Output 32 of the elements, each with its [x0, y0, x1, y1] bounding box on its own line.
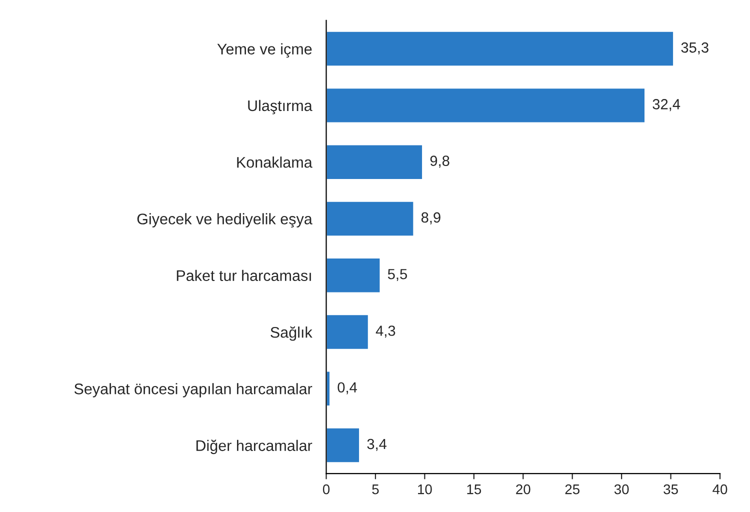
y-tick-label: Konaklama — [237, 156, 312, 168]
bar — [326, 314, 370, 350]
y-tick-label: Seyahat öncesi yapılan harcamalar — [74, 383, 312, 398]
x-tick-label: 35 — [664, 484, 678, 494]
x-tick-label: 30 — [614, 484, 629, 494]
y-tick-label: Giyecek ve hediyelik eşya — [137, 213, 312, 228]
bar — [326, 144, 424, 180]
y-tick-label: Yeme ve içme — [217, 43, 312, 58]
bar — [326, 257, 382, 294]
y-tick-label: Diğer harcamalar — [196, 440, 312, 454]
x-tick-label: 0 — [322, 484, 330, 494]
data-label: 0,4 — [338, 382, 357, 394]
x-tick-label: 40 — [712, 484, 728, 494]
y-tick-label: Ulaştırma — [248, 100, 312, 114]
bar — [326, 427, 360, 464]
x-tick-label: 25 — [565, 484, 580, 494]
data-label: 9,8 — [430, 156, 450, 168]
x-tick-label: 15 — [467, 484, 482, 494]
data-label: 4,3 — [376, 326, 396, 338]
bar — [326, 200, 415, 237]
data-label: 32,4 — [652, 99, 680, 112]
x-tick-label: 10 — [418, 484, 432, 494]
y-tick-label: Paket tur harcaması — [176, 270, 311, 282]
data-label: 3,4 — [367, 438, 387, 451]
x-tick-label: 5 — [372, 484, 379, 494]
data-label: 35,3 — [681, 42, 708, 54]
data-label: 8,9 — [421, 212, 440, 224]
bar — [326, 87, 646, 124]
bar — [326, 30, 674, 68]
y-tick-label: Sağlık — [270, 326, 312, 341]
data-label: 5,5 — [388, 269, 407, 281]
x-tick-label: 20 — [516, 484, 530, 494]
